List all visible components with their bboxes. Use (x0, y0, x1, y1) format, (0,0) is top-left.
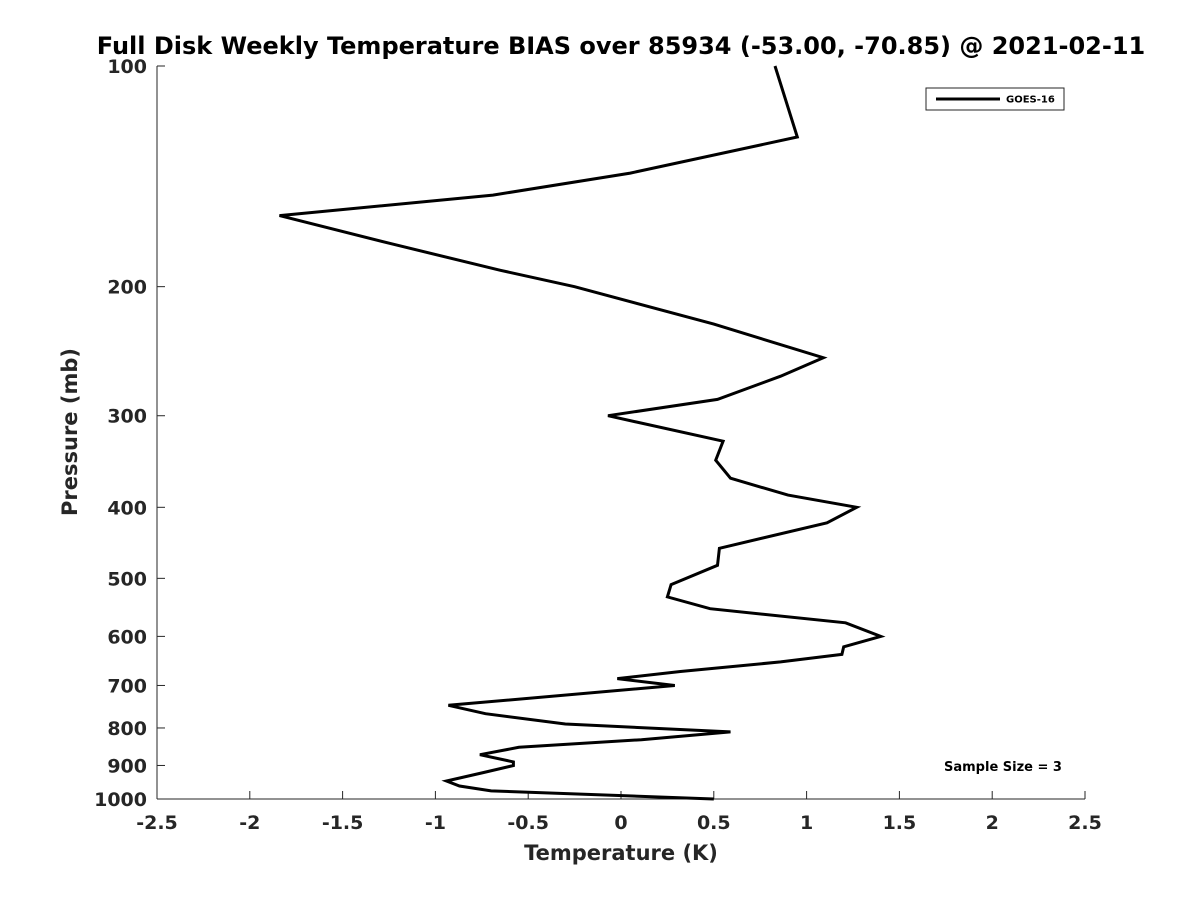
x-tick-label: 1.5 (883, 812, 917, 834)
chart-title: Full Disk Weekly Temperature BIAS over 8… (97, 32, 1145, 60)
y-ticks: 100 200 300 400 500 600 700 800 900 1000 (94, 56, 165, 811)
x-ticks: -2.5 -2 -1.5 -1 -0.5 0 0.5 1 1.5 2 2.5 (136, 791, 1102, 834)
y-tick-label: 900 (107, 755, 147, 777)
y-tick-label: 100 (107, 56, 147, 78)
y-tick-label: 600 (107, 626, 147, 648)
y-axis-label: Pressure (mb) (58, 348, 82, 516)
y-tick-label: 500 (107, 568, 147, 590)
series-line-goes-16 (279, 65, 886, 801)
x-tick-label: -2.5 (136, 812, 178, 834)
y-tick-label: 1000 (94, 789, 147, 811)
x-tick-label: 1 (800, 812, 813, 834)
x-tick-label: -2 (239, 812, 260, 834)
y-tick-label: 400 (107, 497, 147, 519)
legend-label-goes-16: GOES-16 (1006, 95, 1055, 106)
x-tick-label: -1 (425, 812, 446, 834)
x-tick-label: -1.5 (322, 812, 364, 834)
series-layer (279, 65, 886, 801)
y-tick-label: 800 (107, 718, 147, 740)
x-axis-label: Temperature (K) (524, 841, 718, 865)
x-tick-label: 2.5 (1068, 812, 1102, 834)
x-tick-label: 0 (614, 812, 627, 834)
x-tick-label: 2 (986, 812, 999, 834)
sample-size-annotation: Sample Size = 3 (944, 760, 1062, 775)
x-tick-label: -0.5 (507, 812, 549, 834)
y-tick-label: 300 (107, 406, 147, 428)
y-tick-label: 200 (107, 277, 147, 299)
legend: GOES-16 (925, 87, 1065, 111)
x-tick-label: 0.5 (697, 812, 731, 834)
y-tick-label: 700 (107, 675, 147, 697)
